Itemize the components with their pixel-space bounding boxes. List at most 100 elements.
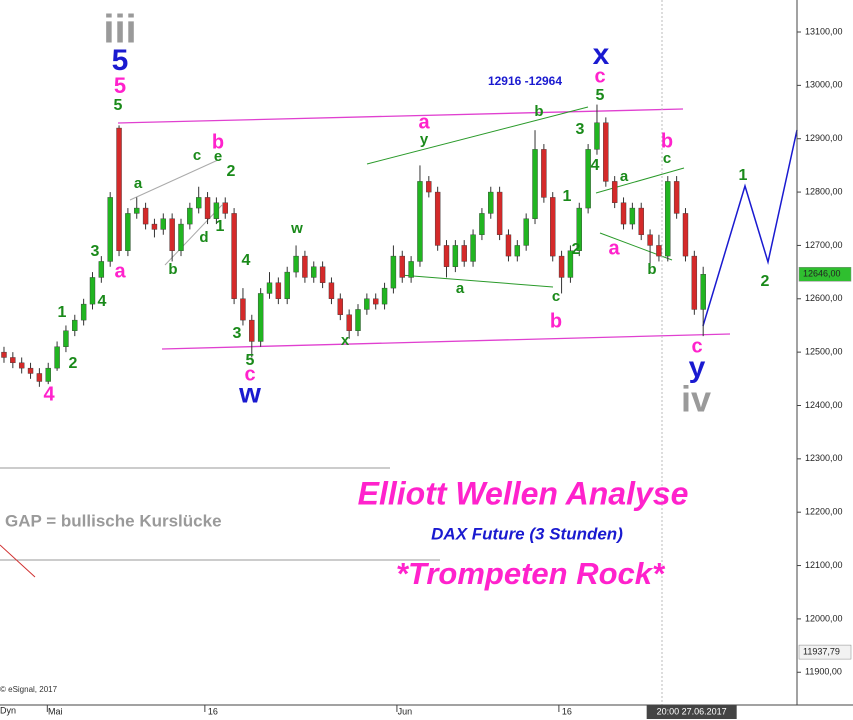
wave-label: 2 xyxy=(572,241,581,258)
wave-label: 1 xyxy=(216,218,225,235)
candle-body xyxy=(514,245,521,257)
candle-body xyxy=(399,255,405,278)
candle-body xyxy=(620,202,627,225)
chart-subtitle: DAX Future (3 Stunden) xyxy=(431,524,623,543)
candle-body xyxy=(249,319,255,342)
wave-label: 1 xyxy=(739,167,748,184)
candle-body xyxy=(452,245,459,267)
price-box xyxy=(798,644,852,660)
y-tick-label: 11900,00 xyxy=(805,667,842,677)
candle-body xyxy=(682,213,689,257)
candle-body xyxy=(373,298,379,305)
candle-body xyxy=(222,202,228,214)
y-tick-label: 13000,00 xyxy=(805,80,843,90)
candle-body xyxy=(319,266,326,283)
price-label: 12646,00 xyxy=(803,269,841,279)
candle-body xyxy=(656,245,662,257)
candle-body xyxy=(541,149,547,198)
candle-body xyxy=(346,314,352,331)
wave-label: a xyxy=(114,260,126,282)
wave-label: 12916 -12964 xyxy=(488,74,562,88)
candle-body xyxy=(80,303,87,321)
wave-label: y xyxy=(689,351,706,384)
y-tick-label: 12500,00 xyxy=(805,347,843,357)
candle-body xyxy=(638,207,644,235)
candle-body xyxy=(142,207,149,225)
x-tick-label: Jun xyxy=(398,706,413,716)
candle-body xyxy=(107,197,113,262)
candle-body xyxy=(134,207,140,214)
y-tick-label: 12100,00 xyxy=(805,560,843,570)
candle-body xyxy=(417,181,423,262)
candle-body xyxy=(443,245,450,267)
wave-label: 4 xyxy=(242,252,251,269)
y-tick-label: 12400,00 xyxy=(805,400,843,410)
candle-body xyxy=(390,255,397,289)
candle-body xyxy=(240,298,246,321)
trend-line xyxy=(366,106,589,165)
candle-body xyxy=(479,213,485,235)
wave-label: w xyxy=(290,220,303,237)
candle-body xyxy=(673,181,680,214)
candle-body xyxy=(36,373,43,382)
candle-body xyxy=(125,213,131,251)
candle-body xyxy=(585,149,591,209)
wave-label: c xyxy=(594,65,605,87)
wave-label: x xyxy=(593,38,610,71)
wave-label: c xyxy=(663,150,671,167)
candle-body xyxy=(63,330,69,347)
candle-body xyxy=(54,346,60,369)
y-tick-label: 12200,00 xyxy=(805,507,843,517)
candle-body xyxy=(434,191,441,246)
candle-body xyxy=(266,282,273,294)
wave-label: b xyxy=(661,130,673,152)
y-tick-label: 12600,00 xyxy=(805,293,843,303)
candle-body xyxy=(328,282,335,299)
trend-line xyxy=(129,159,219,201)
wave-label: 4 xyxy=(43,383,55,405)
wave-label: 1 xyxy=(563,188,572,205)
candle-body xyxy=(231,213,237,299)
wave-label: b xyxy=(550,310,562,332)
y-tick-label: 12800,00 xyxy=(805,186,843,196)
wave-label: y xyxy=(420,131,429,148)
candle-body xyxy=(27,367,34,374)
wave-label: 5 xyxy=(114,73,126,98)
candle-body xyxy=(629,207,636,225)
wave-label: w xyxy=(238,377,261,408)
candle-body xyxy=(178,223,184,251)
candle-body xyxy=(275,282,282,299)
candle-body xyxy=(213,202,220,219)
wave-label: e xyxy=(214,148,222,165)
gap-line xyxy=(0,544,36,578)
x-tick-label: 16 xyxy=(208,706,218,716)
candle-body xyxy=(576,207,582,251)
wave-label: 1 xyxy=(58,304,67,321)
wave-label: 5 xyxy=(596,87,605,104)
wave-label: b xyxy=(212,131,224,153)
trend-line xyxy=(399,274,554,288)
wave-label: iii xyxy=(103,8,136,52)
projection-path xyxy=(702,129,798,327)
candle-body xyxy=(665,181,671,257)
channel-lower xyxy=(161,333,731,350)
candle-body xyxy=(567,250,574,278)
wave-label: a xyxy=(134,175,143,192)
wave-label: b xyxy=(168,261,177,278)
wave-label: 3 xyxy=(91,243,100,260)
candle-body xyxy=(98,261,105,278)
wave-label: a xyxy=(456,280,465,297)
wave-label: c xyxy=(244,363,255,385)
candle-body xyxy=(257,293,264,342)
trend-line xyxy=(164,204,223,266)
channel-upper xyxy=(117,108,684,124)
candle-body xyxy=(18,362,25,369)
candle-body xyxy=(496,191,503,235)
wave-label: b xyxy=(534,103,543,120)
wave-label: x xyxy=(341,332,350,349)
wave-label: d xyxy=(199,229,208,246)
candle-body xyxy=(594,122,600,150)
trend-line xyxy=(595,167,685,194)
candle-body xyxy=(408,261,414,278)
